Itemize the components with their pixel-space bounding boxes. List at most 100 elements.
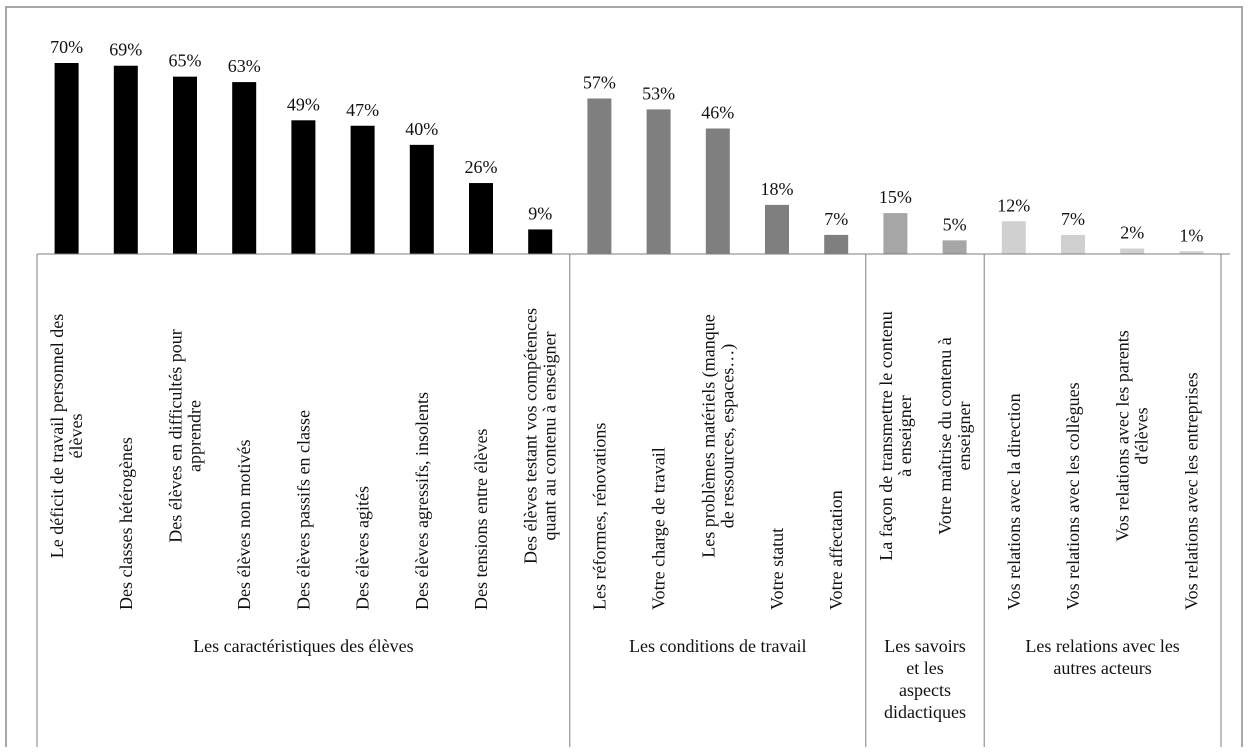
group-label-line: Les caractéristiques des élèves [193, 636, 413, 656]
category-label: Vos relations avec la direction [1004, 393, 1024, 610]
category-label-line: à enseigner [895, 395, 915, 476]
bars-layer: 70% 69% 65% 63% 49% 47% 40% 26% 9% 57% 53% 46% 18% 7%… [50, 37, 1204, 255]
data-label: 7% [1061, 209, 1085, 229]
category-label: Vos relations avec les collègues [1063, 382, 1083, 610]
category-label-line: Des tensions entre élèves [471, 429, 491, 610]
data-label: 65% [169, 51, 202, 71]
category-label-line: élèves [66, 414, 86, 459]
group-label-line: autres acteurs [1053, 658, 1151, 678]
category-label-line: Des élèves passifs en classe [293, 410, 313, 610]
bar [232, 82, 257, 254]
category-label-line: Des élèves non motivés [234, 440, 254, 610]
bar [705, 128, 730, 254]
bar [824, 234, 849, 254]
data-label: 1% [1179, 225, 1203, 245]
category-label-line: La façon de transmettre le contenu [876, 311, 896, 560]
category-label: Votre affectation [826, 490, 846, 610]
data-label: 7% [824, 209, 848, 229]
category-label: Des élèves en difficultés pourapprendre [166, 329, 205, 543]
category-label: Des tensions entre élèves [471, 429, 491, 610]
bar [1120, 248, 1145, 254]
category-label-line: Vos relations avec les collègues [1063, 382, 1083, 610]
category-label: La façon de transmettre le contenuà ense… [876, 311, 915, 560]
category-label-line: Vos relations avec les parents [1113, 330, 1133, 542]
category-label-line: Vos relations avec la direction [1004, 393, 1024, 610]
bar [587, 98, 612, 254]
category-label-line: Votre statut [767, 528, 787, 610]
category-label-line: Des élèves en difficultés pour [166, 329, 186, 543]
category-label-line: Vos relations avec les entreprises [1181, 372, 1201, 610]
data-label: 5% [943, 214, 967, 234]
data-label: 12% [997, 195, 1030, 215]
data-label: 53% [642, 83, 675, 103]
category-label: Le déficit de travail personnel desélève… [47, 314, 86, 558]
category-label-line: Des élèves agressifs, insolents [412, 392, 432, 610]
category-label-line: apprendre [185, 400, 205, 472]
category-label-line: Des élèves testant vos compétences [521, 308, 541, 564]
group-label: Les savoirs et les aspects didactiques [884, 636, 966, 722]
bar [1179, 251, 1204, 254]
data-label: 63% [228, 56, 261, 76]
bar [173, 76, 197, 255]
category-axis: Le déficit de travail personnel desélève… [36, 253, 1230, 747]
category-label: Votre statut [767, 528, 787, 610]
bar [54, 63, 79, 254]
group-label: Les caractéristiques des élèves [193, 636, 413, 656]
category-label: Vos relations avec les parentsd'élèves [1113, 330, 1152, 542]
category-label-line: de ressources, espaces…) [717, 344, 738, 528]
bar [883, 213, 908, 254]
bar [350, 125, 375, 254]
data-label: 47% [346, 100, 379, 120]
data-label: 15% [879, 187, 912, 207]
bar [469, 183, 493, 254]
category-label: Des élèves agressifs, insolents [412, 392, 432, 610]
bar [765, 204, 789, 254]
category-label: Des élèves passifs en classe [293, 410, 313, 610]
category-label-line: d'élèves [1132, 407, 1152, 464]
group-label-line: Les conditions de travail [629, 636, 806, 656]
data-label: 49% [287, 94, 320, 114]
bar [942, 240, 967, 254]
category-label-line: Votre maîtrise du contenu à [935, 337, 955, 535]
data-label: 2% [1120, 223, 1144, 243]
category-label: Les problèmes matériels (manquede ressou… [698, 314, 738, 557]
category-label-line: Des classes hétérogènes [116, 437, 136, 610]
category-label: Des élèves agités [353, 486, 373, 610]
category-label: Des classes hétérogènes [116, 437, 136, 610]
data-label: 57% [583, 72, 616, 92]
group-label-line: Les savoirs [884, 636, 965, 656]
data-label: 70% [50, 37, 83, 57]
category-label: Votre charge de travail [649, 447, 669, 610]
group-label-line: didactiques [884, 702, 966, 722]
bar [528, 229, 553, 254]
data-label: 40% [405, 119, 438, 139]
category-label-line: quant au contenu à enseigner [540, 332, 560, 541]
data-label: 18% [761, 179, 794, 199]
bar [1061, 234, 1085, 254]
chart-frame [5, 6, 1243, 752]
category-label: Des élèves non motivés [234, 440, 254, 610]
group-label-line: Les relations avec les [1025, 636, 1179, 656]
category-label-line: enseigner [954, 402, 974, 471]
group-label-line: et les [906, 658, 944, 678]
category-label-line: Le déficit de travail personnel des [47, 314, 67, 558]
data-label: 69% [109, 40, 142, 60]
bar [1001, 221, 1026, 254]
data-label: 9% [528, 203, 552, 223]
data-label: 46% [701, 102, 734, 122]
category-label-line: Votre charge de travail [649, 447, 669, 610]
group-label-line: aspects [899, 680, 951, 700]
data-label: 26% [465, 157, 498, 177]
category-label-line: Les réformes, rénovations [589, 423, 609, 610]
group-label: Les relations avec les autres acteurs [1025, 636, 1179, 678]
bar [409, 144, 434, 254]
category-label-line: Des élèves agités [353, 486, 373, 610]
category-label-line: Les problèmes matériels (manque [698, 314, 719, 557]
bar [291, 120, 316, 254]
category-label-line: Votre affectation [826, 490, 846, 610]
category-label: Les réformes, rénovations [589, 423, 609, 610]
category-label: Des élèves testant vos compétencesquant … [521, 308, 560, 564]
group-label: Les conditions de travail [629, 636, 806, 656]
